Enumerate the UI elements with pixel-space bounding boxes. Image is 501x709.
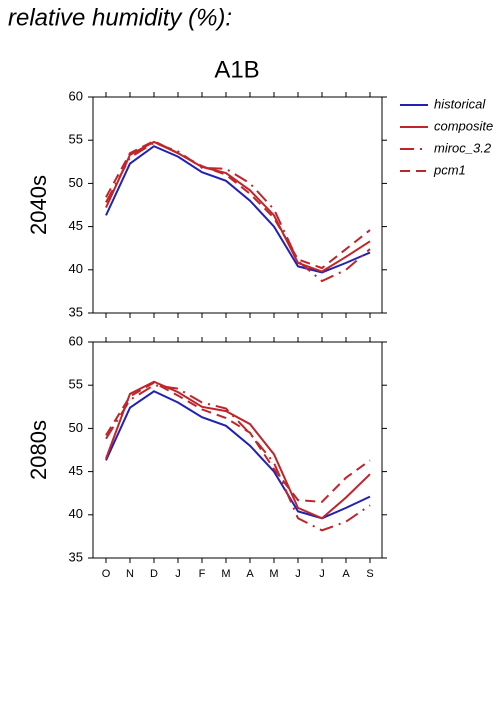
legend-label: miroc_3.2 — [434, 140, 492, 155]
plot-frame — [92, 341, 383, 559]
data-line — [105, 381, 371, 503]
x-tick-label: M — [269, 568, 278, 580]
x-tick-label: O — [102, 568, 111, 580]
y-tick-label: 50 — [69, 175, 83, 190]
chart-title: A1B — [214, 56, 259, 83]
x-tick-label: D — [150, 568, 158, 580]
data-line — [105, 139, 371, 270]
plot-frame — [92, 96, 383, 314]
y-axis-label: 2080s — [26, 420, 51, 480]
y-tick-label: 45 — [69, 463, 83, 478]
y-tick-label: 50 — [69, 420, 83, 435]
page-title: relative humidity (%): — [8, 4, 232, 31]
x-tick-label: J — [319, 568, 325, 580]
x-tick-label: J — [175, 568, 181, 580]
x-tick-label: A — [246, 568, 254, 580]
data-line — [105, 390, 371, 520]
data-line — [105, 145, 371, 274]
data-line — [105, 384, 371, 532]
x-tick-label: N — [126, 568, 134, 580]
y-tick-label: 60 — [69, 88, 83, 103]
data-line — [105, 141, 371, 283]
y-axis-label: 2040s — [26, 175, 51, 235]
y-tick-label: 60 — [69, 333, 83, 348]
x-tick-label: A — [342, 568, 350, 580]
data-line — [105, 140, 371, 273]
y-tick-label: 35 — [69, 304, 83, 319]
y-tick-label: 40 — [69, 506, 83, 521]
legend-label: composite — [434, 118, 493, 133]
data-line — [105, 380, 371, 520]
y-tick-label: 55 — [69, 377, 83, 392]
x-tick-label: F — [199, 568, 206, 580]
y-tick-label: 45 — [69, 218, 83, 233]
y-tick-label: 55 — [69, 132, 83, 147]
legend-label: pcm1 — [433, 162, 466, 177]
x-tick-label: S — [366, 568, 373, 580]
y-tick-label: 40 — [69, 261, 83, 276]
x-tick-label: J — [295, 568, 301, 580]
legend-label: historical — [434, 96, 486, 111]
y-tick-label: 35 — [69, 549, 83, 564]
x-tick-label: M — [221, 568, 230, 580]
